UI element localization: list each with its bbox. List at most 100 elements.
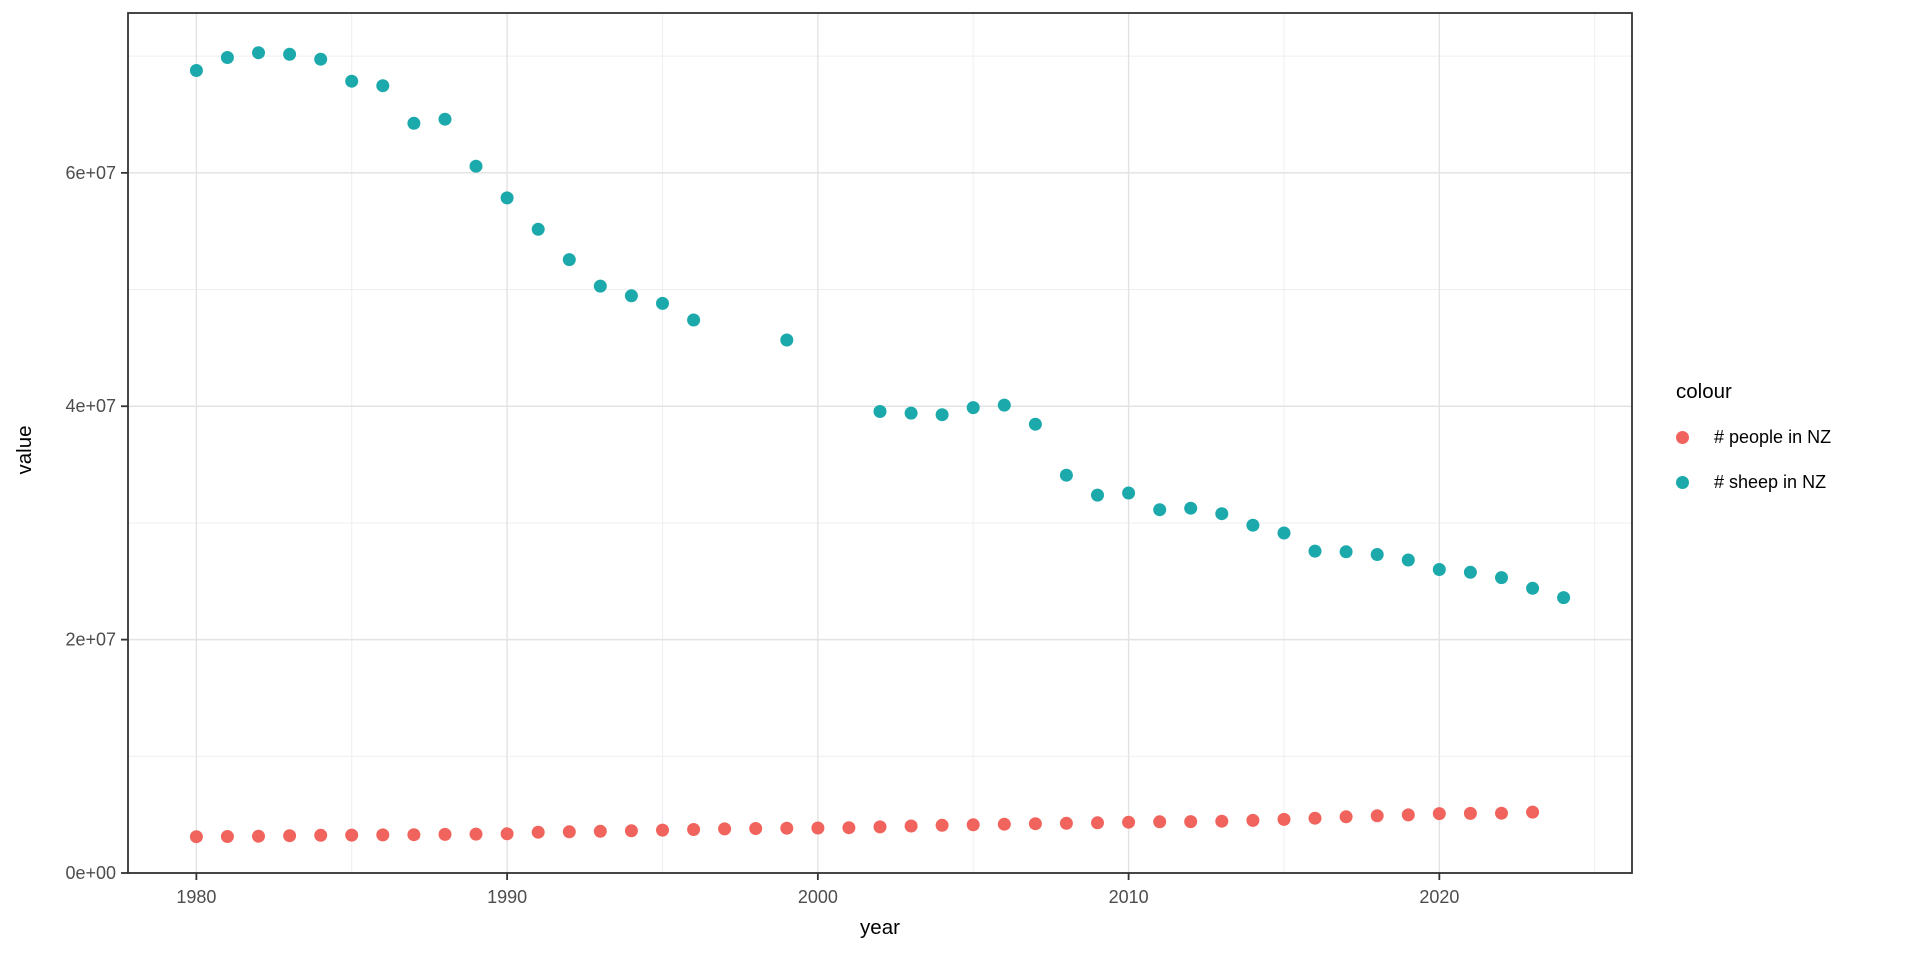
data-point-people	[407, 828, 421, 842]
data-point-people	[656, 823, 669, 837]
data-point-sheep	[656, 296, 669, 310]
data-point-people	[500, 827, 514, 841]
data-point-sheep	[966, 401, 980, 415]
data-point-sheep	[469, 159, 483, 173]
data-point-people	[842, 821, 856, 835]
data-point-sheep	[1401, 553, 1415, 567]
data-point-sheep	[1526, 581, 1540, 595]
data-point-sheep	[780, 333, 794, 347]
x-tick-label: 2020	[1419, 887, 1459, 907]
data-point-people	[469, 827, 483, 841]
data-point-people	[283, 829, 297, 843]
data-point-sheep	[1153, 503, 1167, 517]
data-point-sheep	[593, 279, 607, 293]
data-point-people	[1246, 813, 1260, 827]
data-point-sheep	[1277, 526, 1291, 540]
data-point-people	[1277, 812, 1291, 826]
data-point-people	[997, 817, 1011, 831]
data-point-sheep	[1339, 545, 1353, 559]
data-point-people	[376, 828, 390, 842]
legend-item-people: # people in NZ	[1676, 422, 1831, 452]
data-point-people	[687, 823, 701, 836]
data-point-sheep	[1246, 518, 1260, 532]
data-point-sheep	[624, 289, 638, 303]
y-axis-title: value	[13, 425, 36, 475]
data-point-people	[624, 824, 638, 838]
y-tick-label: 2e+07	[65, 630, 116, 650]
data-point-people	[1122, 815, 1136, 829]
data-point-sheep	[314, 52, 328, 66]
x-tick-label: 1990	[487, 887, 527, 907]
legend-key-dot-people	[1676, 430, 1689, 444]
data-point-people	[1308, 811, 1322, 825]
data-point-people	[562, 825, 576, 839]
data-point-people	[1339, 810, 1353, 824]
data-point-sheep	[1059, 468, 1073, 482]
data-point-sheep	[1432, 563, 1446, 576]
data-point-people	[314, 828, 328, 842]
legend-label-people: # people in NZ	[1714, 426, 1832, 447]
data-point-people	[1370, 809, 1384, 823]
data-point-sheep	[189, 64, 203, 77]
y-tick-label: 0e+00	[65, 863, 116, 883]
data-point-people	[189, 830, 203, 844]
data-point-people	[966, 818, 980, 832]
data-point-people	[220, 830, 234, 843]
data-point-sheep	[1184, 501, 1198, 515]
data-point-people	[780, 821, 794, 835]
data-point-sheep	[1463, 565, 1477, 579]
data-point-people	[345, 828, 359, 842]
data-point-people	[1432, 807, 1446, 821]
data-point-people	[1526, 805, 1540, 819]
data-point-sheep	[1028, 417, 1042, 431]
data-point-sheep	[1557, 591, 1571, 605]
legend: colour # people in NZ # sheep in NZ	[1676, 380, 1831, 512]
data-point-people	[811, 821, 825, 835]
data-point-people	[438, 827, 452, 841]
data-point-people	[593, 824, 607, 838]
data-point-people	[1028, 817, 1042, 831]
data-point-people	[531, 825, 545, 839]
data-point-sheep	[500, 191, 514, 205]
data-point-people	[1401, 808, 1415, 822]
panel-border	[127, 12, 1633, 874]
data-point-sheep	[873, 405, 887, 418]
legend-label-sheep: # sheep in NZ	[1714, 471, 1827, 492]
legend-key-dot-sheep	[1676, 475, 1689, 489]
data-point-people	[252, 829, 265, 843]
data-point-sheep	[407, 116, 421, 130]
data-point-sheep	[220, 51, 234, 64]
data-point-people	[1184, 815, 1198, 829]
data-point-people	[1463, 806, 1477, 820]
data-point-sheep	[997, 398, 1011, 412]
data-point-sheep	[562, 253, 576, 267]
data-point-people	[1059, 816, 1073, 830]
data-point-sheep	[1215, 507, 1229, 521]
y-tick-label: 4e+07	[65, 396, 116, 416]
y-tick-label: 6e+07	[65, 163, 116, 183]
legend-title: colour	[1676, 380, 1732, 403]
data-point-people	[1091, 816, 1104, 830]
data-point-people	[1153, 815, 1167, 829]
data-point-people	[873, 820, 887, 834]
data-point-sheep	[345, 74, 359, 88]
data-point-sheep	[531, 222, 545, 236]
data-point-sheep	[1091, 488, 1104, 502]
data-point-sheep	[376, 79, 390, 93]
x-tick-label: 1980	[176, 887, 216, 907]
data-point-sheep	[283, 47, 297, 61]
data-point-people	[1495, 806, 1508, 820]
data-point-sheep	[935, 408, 949, 422]
x-axis-title: year	[860, 916, 900, 939]
data-point-sheep	[1370, 548, 1384, 561]
data-point-people	[718, 822, 732, 836]
data-point-sheep	[252, 46, 265, 60]
legend-item-sheep: # sheep in NZ	[1676, 467, 1831, 497]
data-point-sheep	[438, 112, 452, 126]
data-point-sheep	[1308, 544, 1322, 558]
data-point-sheep	[1495, 571, 1508, 585]
x-tick-label: 2010	[1109, 887, 1149, 907]
data-point-sheep	[904, 406, 918, 420]
